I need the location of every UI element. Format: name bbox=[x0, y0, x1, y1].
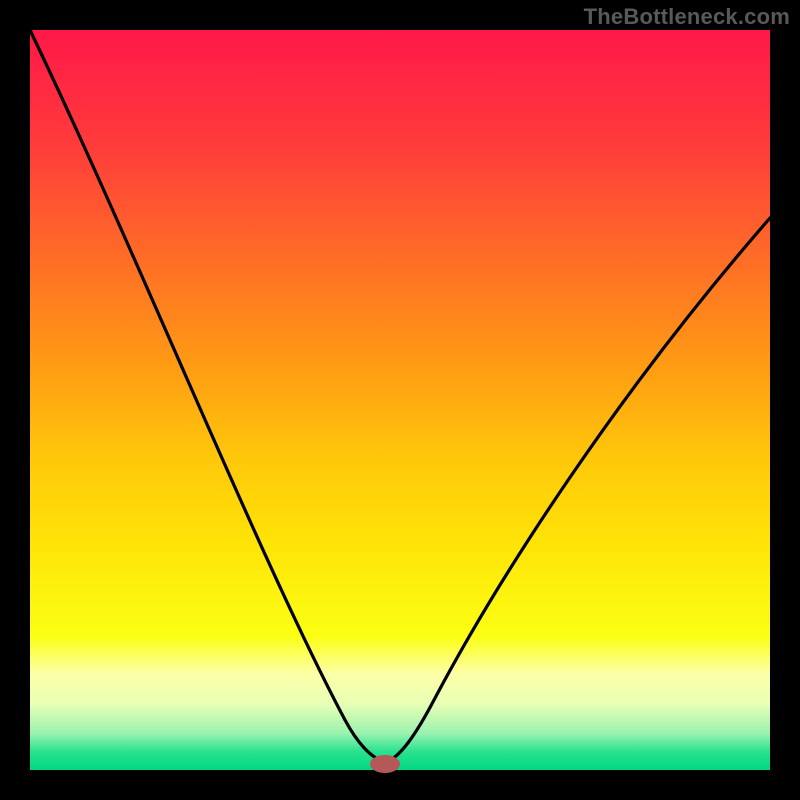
minimum-marker bbox=[370, 755, 400, 773]
chart-container: TheBottleneck.com bbox=[0, 0, 800, 800]
plot-background bbox=[30, 30, 770, 770]
watermark-text: TheBottleneck.com bbox=[584, 4, 790, 30]
